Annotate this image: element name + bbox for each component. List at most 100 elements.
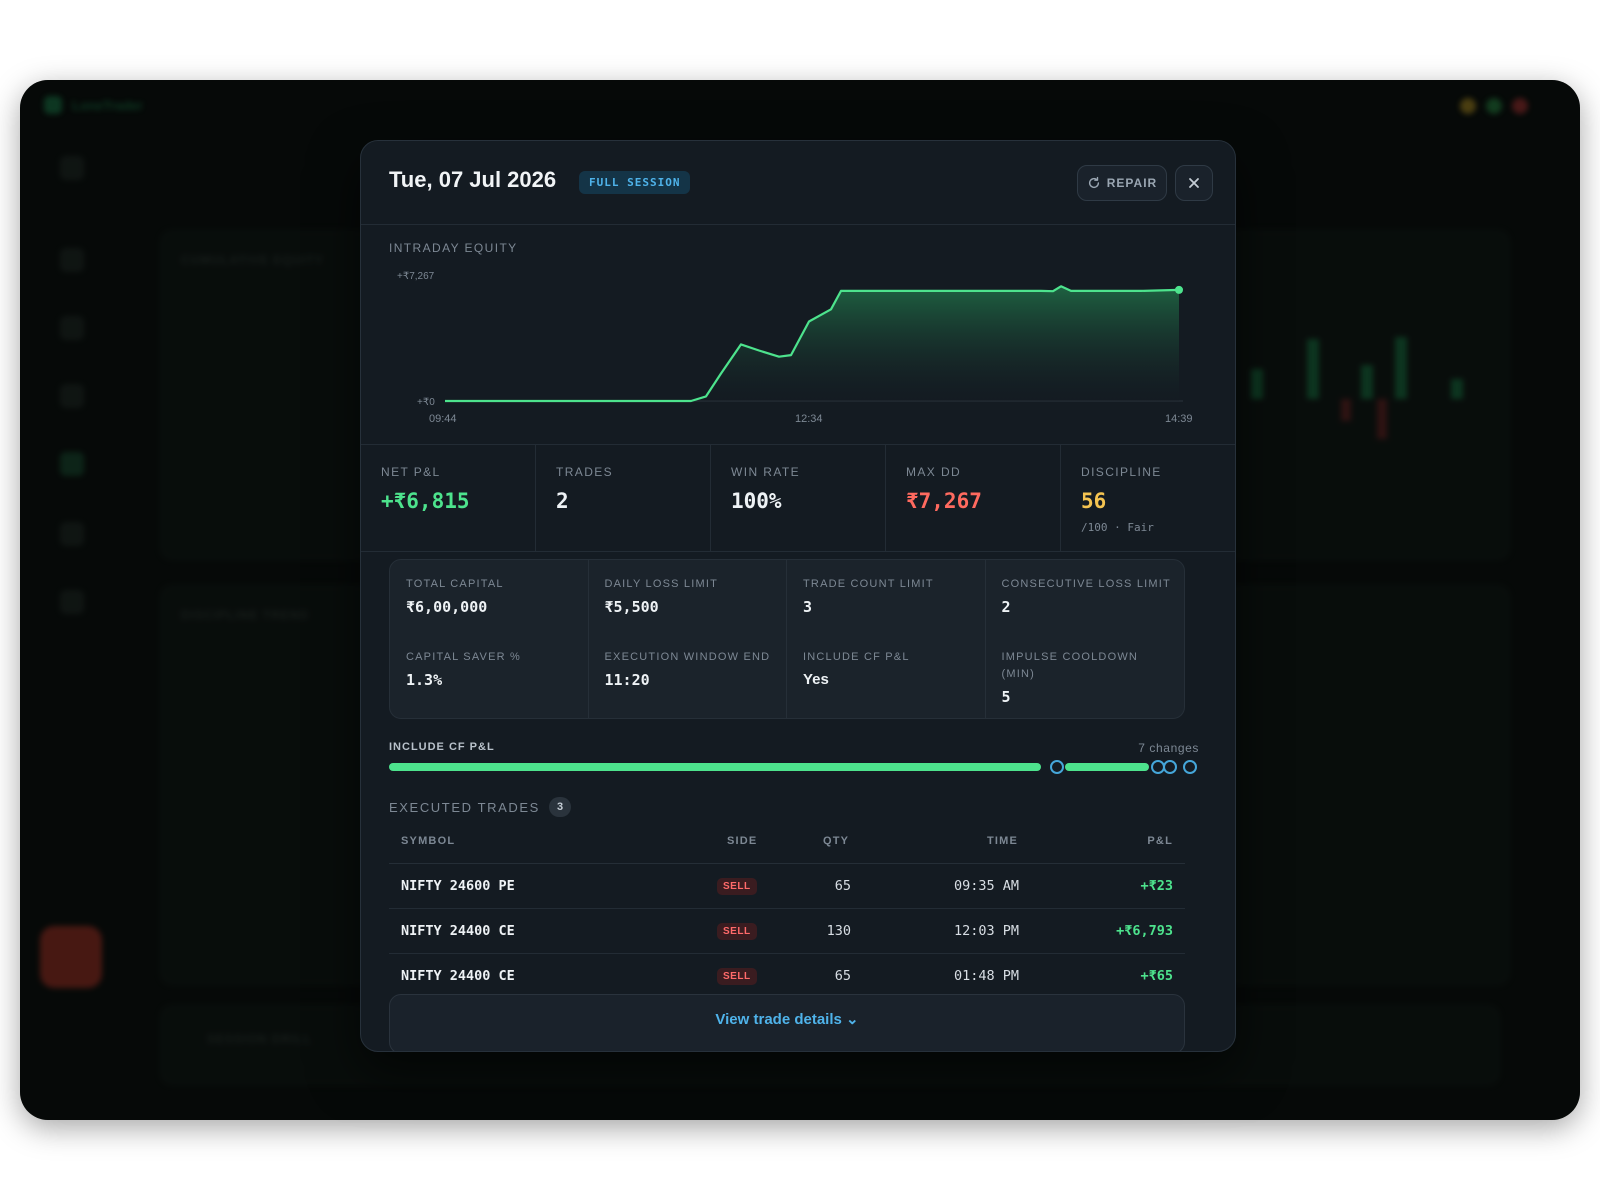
repair-button[interactable]: REPAIR [1077,165,1167,201]
executed-trades-label: EXECUTED TRADES [389,800,540,815]
modal-close-button[interactable] [1175,165,1213,201]
table-row[interactable]: NIFTY 24400 CE SELL 65 01:48 PM +₹65 [389,954,1185,999]
x-axis-label: 09:44 [429,413,457,425]
column-header-time[interactable]: TIME [987,835,1019,847]
stat-win-rate: WIN RATE 100% [711,445,886,551]
panel-title: SESSION DRILL [207,1032,313,1046]
table-header-divider [389,863,1185,864]
stat-max-dd: MAX DD ₹7,267 [886,445,1061,551]
y-axis-top-label: +₹7,267 [397,271,435,282]
stat-label: DISCIPLINE [1081,465,1162,479]
window-close-icon[interactable] [1512,98,1528,114]
sidebar-chart-icon[interactable] [60,316,84,340]
stat-label: MAX DD [906,465,962,479]
timeline-change-marker[interactable] [1183,760,1197,774]
stat-value: ₹7,267 [906,489,982,513]
pnl-bars-panel [1210,230,1510,560]
trade-symbol: NIFTY 24600 PE [401,878,515,894]
session-badge: FULL SESSION [579,171,691,194]
execution-window-end-value: 11:20 [604,671,650,689]
stat-value: 2 [556,489,569,513]
sidebar-history-icon[interactable] [60,522,84,546]
y-axis-bottom-label: +₹0 [417,397,435,408]
timeline-segment-on [1065,763,1149,771]
modal-date-title: Tue, 07 Jul 2026 [389,167,557,192]
trade-pnl: +₹6,793 [1116,923,1173,939]
legend-panel [1210,585,1510,985]
stat-value: 100% [731,489,782,513]
limits-column: CONSECUTIVE LOSS LIMIT 2 IMPULSE COOLDOW… [986,560,1185,718]
bar [1377,399,1387,439]
app-title: LoneTrader [72,98,143,113]
minimize-icon[interactable] [1460,98,1476,114]
include-cf-timeline [389,760,1197,774]
impulse-cooldown-label: IMPULSE COOLDOWN (MIN) [1001,651,1139,680]
view-trade-details-button[interactable]: View trade details ⌄ [389,994,1185,1051]
trade-qty: 65 [834,878,851,894]
stats-row: NET P&L +₹6,815 TRADES 2 WIN RATE 100% M… [361,444,1235,552]
modal-header: Tue, 07 Jul 2026 FULL SESSION REPAIR [361,141,1235,225]
equity-line [445,285,1180,403]
limits-column: TRADE COUNT LIMIT 3 INCLUDE CF P&L Yes [787,560,986,718]
table-row[interactable]: NIFTY 24400 CE SELL 130 12:03 PM +₹6,793 [389,909,1185,954]
include-cf-pnl-value: Yes [803,671,829,688]
sidebar-journal-icon[interactable] [60,452,84,476]
bar [1307,339,1319,399]
sidebar-settings-icon[interactable] [60,590,84,614]
trade-symbol: NIFTY 24400 CE [401,923,515,939]
total-capital-value: ₹6,00,000 [406,598,488,616]
stat-label: WIN RATE [731,465,800,479]
timeline-changes-count: 7 changes [1138,741,1199,755]
stat-discipline: DISCIPLINE 56 /100 · Fair [1061,445,1235,551]
column-header-symbol[interactable]: SYMBOL [401,835,456,847]
daily-loss-limit-label: DAILY LOSS LIMIT [604,578,719,590]
trade-time: 01:48 PM [953,968,1019,984]
sidebar-menu-icon[interactable] [60,156,84,180]
discipline-scale: /100 · Fair [1081,521,1154,534]
bar [1395,337,1407,399]
side-badge: SELL [717,968,757,985]
intraday-equity-chart: +₹7,267 +₹0 09:44 12:34 14:39 [397,271,1193,425]
timeline-change-marker[interactable] [1050,760,1064,774]
capital-saver-value: 1.3% [406,671,443,689]
panel-title: CUMULATIVE EQUITY [181,253,324,267]
trade-time: 12:03 PM [953,923,1019,939]
side-badge: SELL [717,923,757,940]
stat-value: 56 [1081,489,1107,513]
table-row[interactable]: NIFTY 24600 PE SELL 65 09:35 AM +₹23 [389,864,1185,909]
trade-count-limit-value: 3 [803,598,813,616]
execution-window-end-label: EXECUTION WINDOW END [604,651,771,663]
trade-symbol: NIFTY 24400 CE [401,968,515,984]
equity-area [445,286,1179,401]
executed-trades-count: 3 [549,797,571,817]
stat-label: TRADES [556,465,614,479]
stat-value: +₹6,815 [381,489,470,513]
bar [1341,399,1351,421]
total-capital-label: TOTAL CAPITAL [406,578,504,590]
trade-qty: 130 [826,923,851,939]
column-header-qty[interactable]: QTY [823,835,850,847]
bar [1251,369,1263,399]
limits-column: DAILY LOSS LIMIT ₹5,500 EXECUTION WINDOW… [589,560,787,718]
equity-end-point [1175,285,1183,294]
bar [1451,379,1463,399]
maximize-icon[interactable] [1486,98,1502,114]
panel-title: DISCIPLINE TREND [181,608,310,622]
column-header-pnl[interactable]: P&L [1147,835,1173,847]
emergency-stop-button[interactable] [40,926,102,988]
consecutive-loss-limit-value: 2 [1001,598,1011,616]
stat-label: NET P&L [381,465,441,479]
timeline-segment-on [389,763,1041,771]
side-badge: SELL [717,878,757,895]
timeline-label: INCLUDE CF P&L [389,741,495,753]
sidebar-dashboard-icon[interactable] [60,248,84,272]
limits-column: TOTAL CAPITAL ₹6,00,000 CAPITAL SAVER % … [390,560,589,718]
app-logo-icon [44,96,62,114]
close-icon [1189,178,1199,188]
sidebar-target-icon[interactable] [60,384,84,408]
daily-loss-limit-value: ₹5,500 [604,598,659,616]
column-header-side[interactable]: SIDE [727,835,758,847]
timeline-change-marker[interactable] [1163,760,1177,774]
stat-trades: TRADES 2 [536,445,711,551]
session-detail-modal: Tue, 07 Jul 2026 FULL SESSION REPAIR INT… [360,140,1236,1052]
